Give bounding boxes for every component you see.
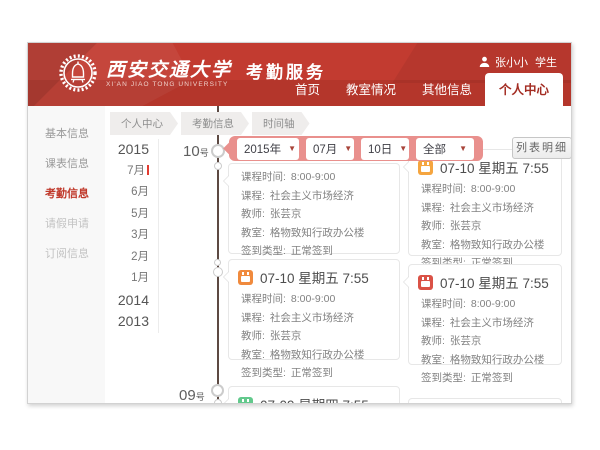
timeline-axis <box>217 106 219 403</box>
attendance-card[interactable] <box>408 398 562 403</box>
user-name: 张小小 <box>495 57 528 69</box>
university-name-en: XI'AN JIAO TONG UNIVERSITY <box>106 80 229 88</box>
sidebar-item-attendance[interactable]: 考勤信息 <box>45 188 89 200</box>
sidebar-item-basic-info[interactable]: 基本信息 <box>45 128 89 140</box>
university-logo-icon <box>59 54 97 92</box>
scale-month[interactable]: 6月 <box>131 186 149 198</box>
nav-item-other-info[interactable]: 其他信息 <box>421 83 472 97</box>
scale-month[interactable]: 2月 <box>131 250 149 263</box>
attendance-card[interactable]: 07-10 星期五 7:55 课程时间: 8:00-9:00 课程: 社会主义市场经… <box>403 149 562 269</box>
nav-item-classrooms[interactable]: 教室情况 <box>345 83 396 97</box>
day-label-09: 09号 <box>179 387 205 403</box>
timeline-scale: 2015 7月 6月 5月 3月 2月 1月 2014 2013 <box>105 139 159 333</box>
scale-month[interactable]: 5月 <box>131 207 149 220</box>
scale-year[interactable]: 2015 <box>117 141 149 157</box>
list-detail-button[interactable]: 列表明细 <box>512 137 571 159</box>
scale-month[interactable]: 3月 <box>131 229 149 241</box>
breadcrumb-personal-center[interactable]: 个人中心 <box>110 112 178 135</box>
breadcrumb-attendance[interactable]: 考勤信息 <box>181 112 249 135</box>
sidebar-item-leave-request[interactable]: 请假申请 <box>45 218 89 230</box>
main-nav: 首页 教室情况 其他信息 个人中心 <box>282 73 563 106</box>
breadcrumb-timeline[interactable]: 时间轴 <box>252 112 310 135</box>
university-name-cn: 西安交通大学 <box>106 58 233 81</box>
chevron-down-icon: ▼ <box>459 144 467 153</box>
timeline-node[interactable] <box>213 267 223 277</box>
breadcrumb: 个人中心 考勤信息 时间轴 <box>110 112 313 135</box>
timeline-node[interactable] <box>214 399 222 403</box>
user-menu[interactable]: 张小小 学生 <box>479 54 557 70</box>
filter-bar: 2015年 ▼ 07月 ▼ 10日 ▼ 全部 ▼ <box>229 136 483 161</box>
header-nav-band <box>28 80 571 106</box>
card-date: 07-10 星期五 7:55 <box>440 276 549 291</box>
user-icon <box>479 56 490 68</box>
chevron-down-icon: ▼ <box>399 144 408 153</box>
brand: 西安交通大学 XI'AN JIAO TONG UNIVERSITY 考勤服务 <box>58 53 326 93</box>
day-select[interactable]: 10日 ▼ <box>361 137 409 160</box>
calendar-icon <box>418 159 433 175</box>
timeline-node[interactable] <box>211 384 224 397</box>
page-title: 考勤服务 <box>246 62 327 82</box>
nav-item-home[interactable]: 首页 <box>294 83 320 97</box>
app-header: 西安交通大学 XI'AN JIAO TONG UNIVERSITY 考勤服务 张… <box>28 43 571 106</box>
timeline-node[interactable] <box>214 162 222 170</box>
calendar-icon <box>238 269 253 285</box>
scale-month-current[interactable]: 7月 <box>105 161 149 183</box>
chevron-down-icon: ▼ <box>288 144 297 153</box>
scale-year[interactable]: 2014 <box>117 291 149 308</box>
day-label-10: 10号 <box>183 143 209 160</box>
attendance-card[interactable]: 07-10 星期五 7:55 课程时间: 8:00-9:00 课程: 社会主义市场经… <box>223 259 400 379</box>
month-select[interactable]: 07月 ▼ <box>306 137 354 160</box>
nav-item-personal-center[interactable]: 个人中心 <box>484 73 563 106</box>
card-date: 07-10 星期五 7:55 <box>260 271 369 286</box>
timeline-node[interactable] <box>211 144 225 158</box>
card-date: 07-09 星期四 7:55 <box>260 394 369 403</box>
calendar-icon <box>418 274 433 290</box>
main-content: 个人中心 考勤信息 时间轴 2015 7月 6月 5月 3月 2月 1月 201… <box>105 106 571 403</box>
app-window: 西安交通大学 XI'AN JIAO TONG UNIVERSITY 考勤服务 张… <box>27 42 572 404</box>
scale-year[interactable]: 2013 <box>117 313 149 329</box>
chevron-down-icon: ▼ <box>344 144 353 153</box>
sidebar-item-timetable[interactable]: 课表信息 <box>45 158 89 170</box>
card-date: 07-10 星期五 7:55 <box>440 161 549 176</box>
attendance-card[interactable]: 07-10 星期五 7:55 课程时间: 8:00-9:00 课程: 社会主义市场经… <box>403 264 562 384</box>
type-select[interactable]: 全部 ▼ <box>416 137 474 160</box>
attendance-card[interactable]: 课程时间: 8:00-9:00 课程: 社会主义市场经济 教师: 张芸京 教室: 格物致… <box>223 163 400 257</box>
user-role: 学生 <box>535 57 557 69</box>
scale-month[interactable]: 1月 <box>131 272 149 284</box>
sidebar: 基本信息 课表信息 考勤信息 请假申请 订阅信息 <box>28 106 105 403</box>
year-select[interactable]: 2015年 ▼ <box>237 137 299 160</box>
sidebar-item-subscription[interactable]: 订阅信息 <box>45 248 89 260</box>
timeline-node[interactable] <box>214 259 221 266</box>
attendance-card[interactable]: 07-09 星期四 7:55 <box>223 386 400 403</box>
calendar-icon <box>238 396 253 403</box>
